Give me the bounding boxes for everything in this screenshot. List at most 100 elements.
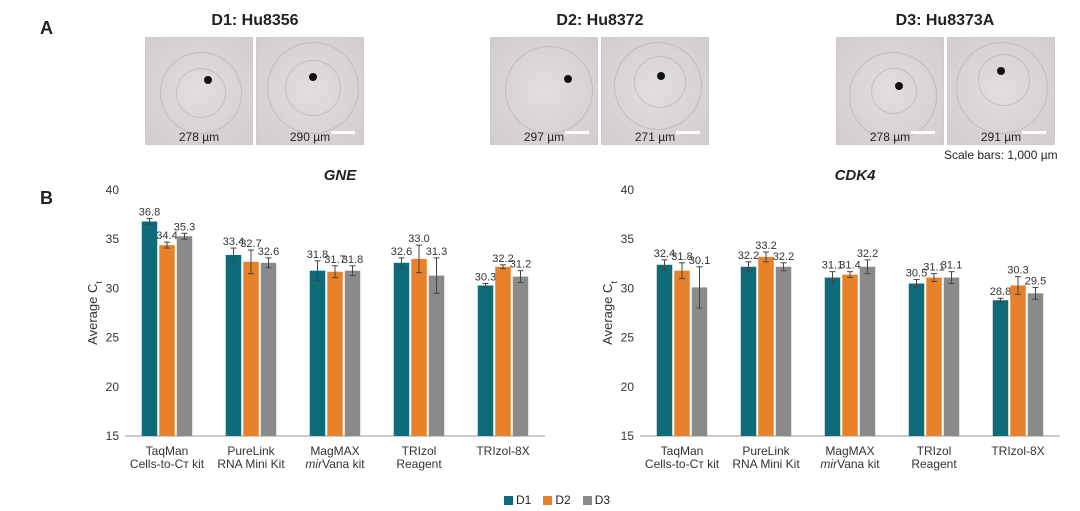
data-label: 31.1 <box>941 260 962 272</box>
x-tick-label: TRIzol-8X <box>476 444 529 458</box>
data-label: 28.8 <box>990 286 1011 298</box>
islet-size-d2-a: 297 µm <box>523 130 565 144</box>
panel-b-letter: B <box>40 188 53 208</box>
x-tick-label: Cells-to-Cт kit <box>645 457 720 471</box>
panel-a-letter: A <box>40 18 53 38</box>
x-tick-label-rest: Vana kit <box>837 457 880 471</box>
data-label: 31.1 <box>822 260 843 272</box>
scale-bar <box>331 131 355 134</box>
scale-bar <box>565 131 589 134</box>
data-label: 34.4 <box>156 230 177 242</box>
data-label: 32.2 <box>773 251 794 263</box>
bar <box>908 283 925 436</box>
data-label: 35.3 <box>174 221 195 233</box>
islet-size-d3-b: 291 µm <box>980 130 1022 144</box>
x-tick-label: TRIzol <box>917 444 952 458</box>
y-tick-label: 20 <box>106 380 120 394</box>
x-tick-label-rest: Vana kit <box>322 457 365 471</box>
bar <box>691 287 708 436</box>
legend: D1 D2 D3 <box>504 493 610 507</box>
bar <box>495 266 511 436</box>
y-tick-label: 25 <box>106 331 120 345</box>
legend-item-d1: D1 <box>504 493 531 507</box>
legend-swatch <box>543 495 553 505</box>
data-label: 33.2 <box>755 240 776 252</box>
bar <box>176 236 193 436</box>
y-tick-label: 35 <box>106 232 120 246</box>
bar <box>740 266 757 436</box>
data-label: 31.8 <box>671 251 692 263</box>
x-tick-label: RNA Mini Kit <box>217 457 285 471</box>
data-label: 31.8 <box>342 254 363 266</box>
data-label: 36.8 <box>139 207 160 219</box>
islet-size-d1-a: 278 µm <box>178 130 220 144</box>
data-label: 32.6 <box>258 246 279 258</box>
scale-bar <box>676 131 700 134</box>
legend-item-d3: D3 <box>582 493 611 507</box>
bar <box>859 266 876 436</box>
y-tick-label: 15 <box>106 429 120 443</box>
x-tick-label: TaqMan <box>146 444 189 458</box>
y-axis-label: Average Ct <box>85 281 104 345</box>
data-label: 30.3 <box>1007 265 1028 277</box>
chart-title: CDK4 <box>835 167 876 184</box>
data-label: 33.0 <box>408 233 429 245</box>
data-label: 32.2 <box>738 250 759 262</box>
bar <box>327 271 343 436</box>
bar <box>159 245 175 436</box>
data-label: 33.4 <box>223 236 244 248</box>
islet-image-d2-a <box>490 37 598 145</box>
bar <box>1010 285 1026 436</box>
x-tick-label: TRIzol <box>402 444 437 458</box>
bar <box>477 285 494 436</box>
bar <box>1027 293 1044 436</box>
islet-image-d2-b <box>601 37 709 145</box>
legend-swatch <box>504 495 513 505</box>
x-tick-label: TaqMan <box>661 444 704 458</box>
y-tick-label: 40 <box>106 183 120 197</box>
y-axis-label-sub: t <box>94 281 104 284</box>
legend-swatch <box>582 495 592 505</box>
bar <box>926 277 942 436</box>
data-label: 31.2 <box>510 259 531 271</box>
bar <box>775 266 792 436</box>
y-axis-label-main: Average C <box>600 284 615 345</box>
y-tick-label: 25 <box>621 331 635 345</box>
x-tick-label: Reagent <box>396 457 442 471</box>
x-tick-label-italic: mir <box>305 457 323 471</box>
islet-image-d3-b <box>947 37 1055 145</box>
data-label: 31.3 <box>426 246 447 258</box>
bar <box>656 264 673 436</box>
bar <box>428 275 445 436</box>
y-axis-label: Average Ct <box>600 281 619 345</box>
y-tick-label: 35 <box>621 232 635 246</box>
legend-label: D3 <box>594 493 611 507</box>
data-label: 32.2 <box>492 253 513 265</box>
x-tick-label-italic: mir <box>820 457 838 471</box>
chart-title: GNE <box>324 167 358 184</box>
x-tick-label: mirVana kit <box>305 457 365 471</box>
data-label: 31.8 <box>307 249 328 261</box>
islet-image-d1-b <box>256 37 364 145</box>
x-tick-label: TRIzol-8X <box>991 444 1044 458</box>
bar <box>141 221 158 436</box>
bar <box>309 270 326 436</box>
bar <box>344 270 361 436</box>
bar <box>842 274 858 436</box>
data-label: 32.6 <box>391 246 412 258</box>
x-tick-label: MagMAX <box>825 444 874 458</box>
data-label: 32.7 <box>240 238 261 250</box>
data-label: 31.1 <box>923 262 944 274</box>
islet-size-d2-b: 271 µm <box>634 130 676 144</box>
data-label: 30.5 <box>906 268 927 280</box>
y-tick-label: 20 <box>621 380 635 394</box>
y-tick-label: 30 <box>621 281 635 295</box>
x-tick-label: Reagent <box>911 457 957 471</box>
scale-bar <box>1022 131 1046 134</box>
islet-image-d1-a <box>145 37 253 145</box>
bar <box>411 258 427 436</box>
y-tick-label: 30 <box>106 281 120 295</box>
x-tick-label: Cells-to-Cт kit <box>130 457 205 471</box>
bar <box>225 254 242 436</box>
